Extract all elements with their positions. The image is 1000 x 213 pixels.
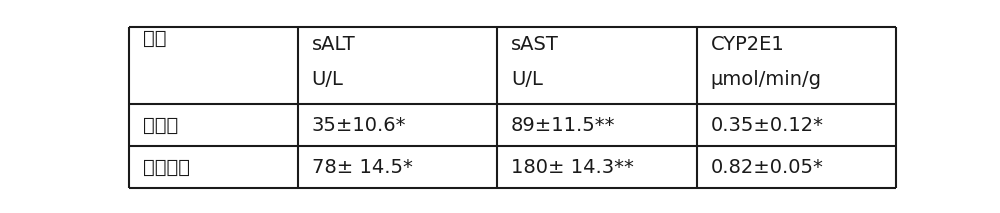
Text: U/L: U/L xyxy=(312,70,343,89)
Text: sAST: sAST xyxy=(511,35,559,54)
Text: CYP2E1: CYP2E1 xyxy=(711,35,784,54)
Text: 89±11.5**: 89±11.5** xyxy=(511,116,616,135)
Text: μmol/min/g: μmol/min/g xyxy=(711,70,822,89)
Text: sALT: sALT xyxy=(312,35,355,54)
Text: 0.35±0.12*: 0.35±0.12* xyxy=(711,116,824,135)
Text: 180± 14.3**: 180± 14.3** xyxy=(511,158,634,177)
Text: 糖尿病组: 糖尿病组 xyxy=(143,158,190,177)
Text: U/L: U/L xyxy=(511,70,543,89)
Text: 0.82±0.05*: 0.82±0.05* xyxy=(711,158,823,177)
Text: 分组: 分组 xyxy=(143,29,166,48)
Text: 对照组: 对照组 xyxy=(143,116,178,135)
Text: 35±10.6*: 35±10.6* xyxy=(312,116,406,135)
Text: 78± 14.5*: 78± 14.5* xyxy=(312,158,412,177)
